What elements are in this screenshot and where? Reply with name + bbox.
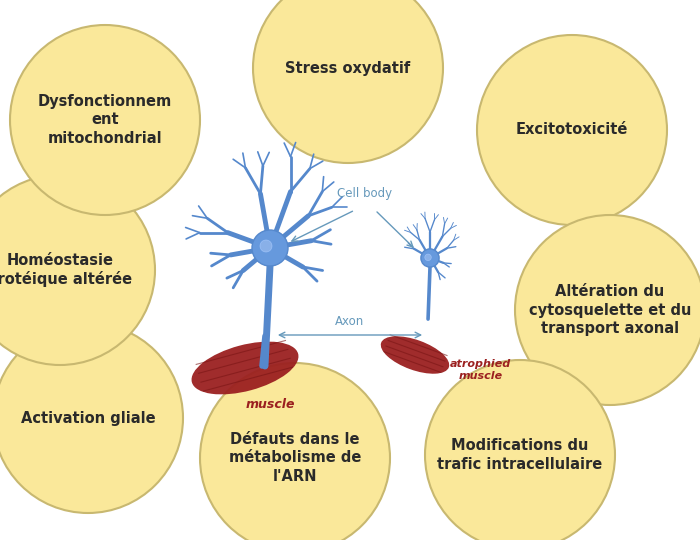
Circle shape [421, 249, 439, 267]
Ellipse shape [381, 336, 449, 374]
Circle shape [10, 25, 200, 215]
Circle shape [200, 363, 390, 540]
Text: Défauts dans le
métabolisme de
l'ARN: Défauts dans le métabolisme de l'ARN [229, 432, 361, 484]
Circle shape [477, 35, 667, 225]
Text: Modifications du
trafic intracellulaire: Modifications du trafic intracellulaire [438, 438, 603, 472]
Circle shape [515, 215, 700, 405]
Circle shape [253, 0, 443, 163]
Ellipse shape [192, 342, 298, 394]
Text: Axon: Axon [335, 315, 365, 328]
Text: Stress oxydatif: Stress oxydatif [286, 60, 411, 76]
Circle shape [260, 240, 272, 252]
Circle shape [252, 230, 288, 266]
Text: Excitotoxicité: Excitotoxicité [516, 123, 628, 138]
Circle shape [425, 254, 431, 261]
Text: Altération du
cytosquelette et du
transport axonal: Altération du cytosquelette et du transp… [528, 284, 691, 336]
Circle shape [425, 360, 615, 540]
Circle shape [0, 175, 155, 365]
Text: Dysfonctionnem
ent
mitochondrial: Dysfonctionnem ent mitochondrial [38, 94, 172, 146]
Text: muscle: muscle [245, 398, 295, 411]
Circle shape [0, 323, 183, 513]
Text: Cell body: Cell body [337, 187, 393, 200]
Text: Activation gliale: Activation gliale [21, 410, 155, 426]
Text: Homéostasie
protéique altérée: Homéostasie protéique altérée [0, 253, 132, 287]
Text: atrophied
muscle: atrophied muscle [450, 359, 511, 381]
